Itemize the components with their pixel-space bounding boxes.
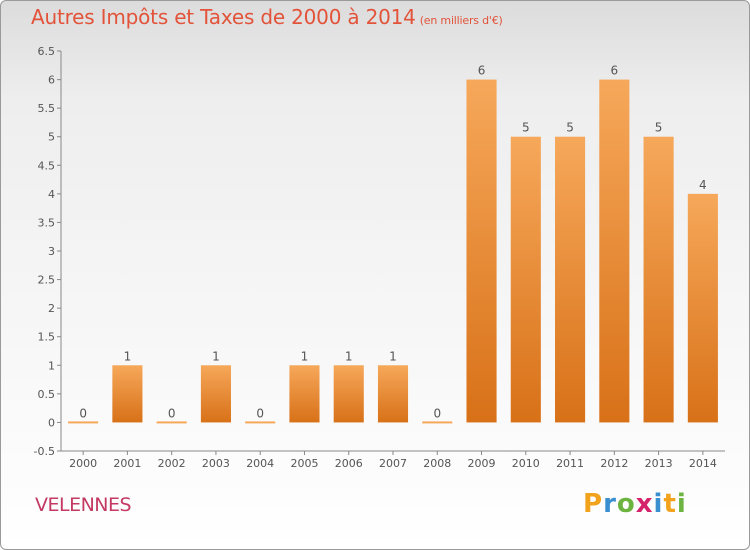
y-tick-label: 0 bbox=[48, 416, 55, 429]
data-label: 4 bbox=[699, 178, 707, 192]
x-tick-label: 2003 bbox=[202, 457, 230, 470]
logo-letter: t bbox=[663, 489, 677, 519]
bar bbox=[245, 421, 276, 424]
y-tick-label: 2.5 bbox=[38, 274, 56, 287]
data-label: 5 bbox=[522, 121, 530, 135]
data-label: 1 bbox=[124, 349, 132, 363]
title-unit: (en milliers d'€) bbox=[419, 14, 503, 27]
data-label: 1 bbox=[389, 349, 397, 363]
data-label: 1 bbox=[212, 349, 220, 363]
y-tick-label: 4 bbox=[48, 188, 55, 201]
x-tick-label: 2009 bbox=[468, 457, 496, 470]
y-tick-label: 5 bbox=[48, 131, 55, 144]
data-label: 5 bbox=[566, 121, 574, 135]
y-tick-label: -0.5 bbox=[34, 445, 55, 458]
bar bbox=[555, 136, 586, 423]
y-tick-label: 3.5 bbox=[38, 216, 56, 229]
bar bbox=[599, 79, 630, 423]
x-tick-label: 2006 bbox=[335, 457, 363, 470]
y-tick-label: 3 bbox=[48, 245, 55, 258]
logo-letter: o bbox=[616, 489, 636, 519]
y-tick-label: 6 bbox=[48, 74, 55, 87]
data-label: 0 bbox=[433, 406, 441, 420]
y-tick-label: 1 bbox=[48, 359, 55, 372]
chart-title: Autres Impôts et Taxes de 2000 à 2014 (en… bbox=[31, 5, 503, 29]
data-label: 6 bbox=[478, 64, 486, 78]
data-label: 0 bbox=[79, 406, 87, 420]
x-tick-label: 2013 bbox=[645, 457, 673, 470]
data-label: 6 bbox=[611, 64, 619, 78]
data-label: 0 bbox=[168, 406, 176, 420]
bar bbox=[377, 365, 409, 423]
data-label: 5 bbox=[655, 121, 663, 135]
y-tick-label: 6.5 bbox=[38, 45, 56, 58]
x-tick-label: 2005 bbox=[290, 457, 318, 470]
logo-letter: x bbox=[635, 489, 654, 519]
x-tick-label: 2001 bbox=[113, 457, 141, 470]
bar bbox=[510, 136, 541, 423]
x-tick-label: 2004 bbox=[246, 457, 274, 470]
logo-letter: i bbox=[653, 489, 664, 519]
x-tick-label: 2011 bbox=[556, 457, 584, 470]
data-label: 1 bbox=[301, 349, 309, 363]
bar bbox=[643, 136, 674, 423]
x-tick-label: 2012 bbox=[600, 457, 628, 470]
y-tick-label: 0.5 bbox=[38, 388, 56, 401]
y-tick-label: 5.5 bbox=[38, 102, 56, 115]
bar bbox=[156, 421, 187, 424]
bar bbox=[68, 421, 99, 424]
bar bbox=[112, 365, 143, 423]
logo-letter: r bbox=[603, 489, 617, 519]
bar bbox=[466, 79, 497, 423]
data-label: 0 bbox=[256, 406, 264, 420]
y-tick-label: 2 bbox=[48, 302, 55, 315]
bar bbox=[289, 365, 320, 423]
x-tick-label: 2010 bbox=[512, 457, 540, 470]
x-tick-label: 2008 bbox=[423, 457, 451, 470]
data-label: 1 bbox=[345, 349, 353, 363]
x-tick-label: 2007 bbox=[379, 457, 407, 470]
logo-letter: P bbox=[583, 489, 604, 519]
bar bbox=[333, 365, 364, 423]
commune-name: VELENNES bbox=[35, 494, 132, 516]
proxiti-logo: Proxiti bbox=[583, 489, 687, 519]
y-tick-label: 4.5 bbox=[38, 159, 56, 172]
title-text: Autres Impôts et Taxes de 2000 à 2014 bbox=[31, 5, 416, 29]
x-tick-label: 2002 bbox=[158, 457, 186, 470]
bar bbox=[422, 421, 453, 424]
y-tick-label: 1.5 bbox=[38, 331, 56, 344]
bar bbox=[687, 193, 718, 423]
x-tick-label: 2000 bbox=[69, 457, 97, 470]
x-tick-label: 2014 bbox=[689, 457, 717, 470]
bar bbox=[200, 365, 231, 423]
logo-letter: i bbox=[676, 489, 687, 519]
